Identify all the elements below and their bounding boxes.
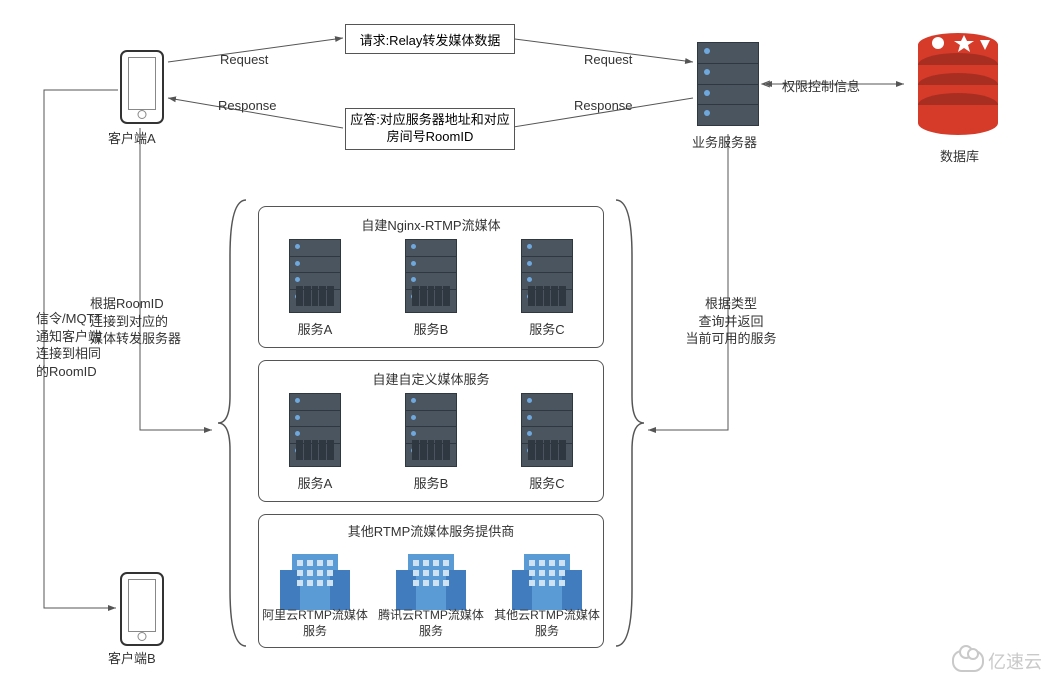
left-response-label: Response: [218, 98, 277, 113]
provider-label: 其他云RTMP流媒体服务: [493, 607, 601, 639]
server-icon: [289, 239, 341, 313]
server-label: 服务A: [277, 473, 353, 492]
server-label: 服务B: [393, 319, 469, 338]
biz-server-icon: [697, 42, 759, 126]
client-a-label: 客户端A: [108, 128, 156, 147]
server-icon: [405, 239, 457, 313]
provider-label: 阿里云RTMP流媒体服务: [261, 607, 369, 639]
roomid-note: 根据RoomID连接到对应的媒体转发服务器: [90, 295, 200, 348]
server-label: 服务C: [509, 473, 585, 492]
cloud-icon: [952, 650, 984, 672]
server-label: 服务B: [393, 473, 469, 492]
media-group-2: 自建自定义媒体服务 服务A 服务B 服务C: [258, 360, 604, 502]
request-box: 请求:Relay转发媒体数据: [345, 24, 515, 54]
client-b-label: 客户端B: [108, 648, 156, 667]
client-a-icon: [120, 50, 160, 120]
server-icon: [521, 239, 573, 313]
media-group-1-title: 自建Nginx-RTMP流媒体: [259, 215, 603, 234]
biz-server-label: 业务服务器: [692, 132, 757, 151]
request-box-text: 请求:Relay转发媒体数据: [360, 30, 501, 49]
right-brace-icon: [612, 196, 646, 650]
response-box-text: 应答:对应服务器地址和对应房间号RoomID: [350, 112, 510, 146]
query-note: 根据类型查询并返回当前可用的服务: [676, 295, 786, 348]
database-icon: [910, 30, 1006, 136]
left-brace-icon: [216, 196, 250, 650]
server-icon: [521, 393, 573, 467]
right-request-label: Request: [584, 52, 632, 67]
client-b-icon: [120, 572, 160, 642]
media-group-2-title: 自建自定义媒体服务: [259, 369, 603, 388]
server-label: 服务C: [509, 319, 585, 338]
provider-label: 腾讯云RTMP流媒体服务: [377, 607, 485, 639]
diagram-stage: 客户端A 客户端B 请求:Relay转发媒体数据 应答:对应服务器地址和对应房间…: [0, 0, 1050, 680]
watermark: 亿速云: [952, 648, 1042, 674]
server-icon: [289, 393, 341, 467]
database-label: 数据库: [940, 146, 979, 165]
media-group-3: 其他RTMP流媒体服务提供商 阿里云RTMP流媒体服务 腾讯云RTMP流媒体服务…: [258, 514, 604, 648]
server-icon: [405, 393, 457, 467]
media-group-1: 自建Nginx-RTMP流媒体 服务A 服务B 服务C: [258, 206, 604, 348]
watermark-text: 亿速云: [988, 648, 1042, 674]
response-box: 应答:对应服务器地址和对应房间号RoomID: [345, 108, 515, 150]
right-response-label: Response: [574, 98, 633, 113]
permission-label: 权限控制信息: [782, 76, 860, 95]
server-label: 服务A: [277, 319, 353, 338]
left-request-label: Request: [220, 52, 268, 67]
